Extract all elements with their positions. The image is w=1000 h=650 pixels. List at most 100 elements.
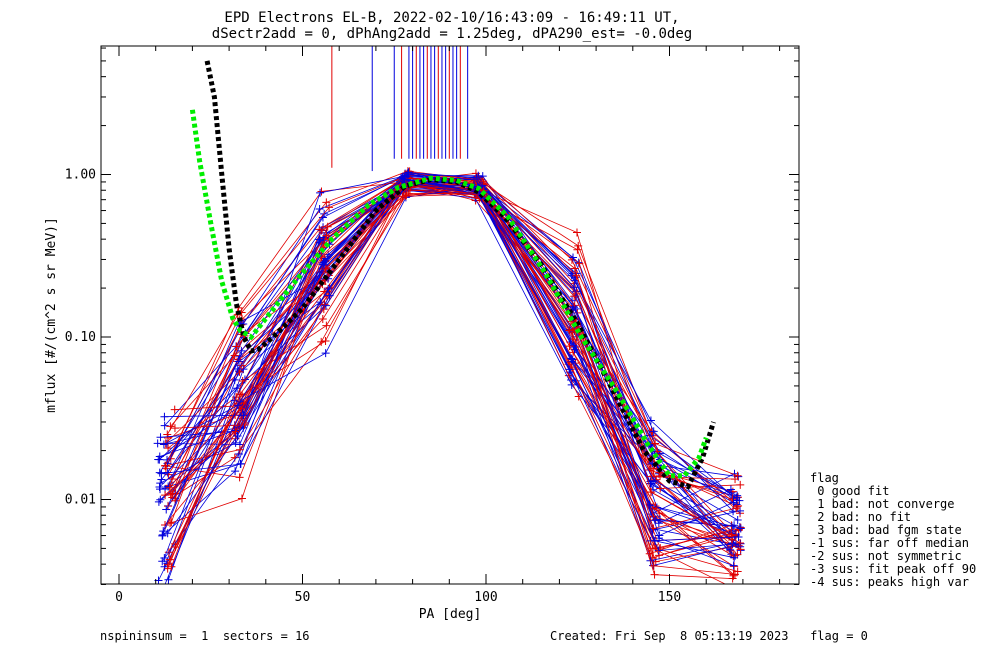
sector-marker	[651, 439, 660, 448]
sector-marker	[163, 560, 172, 569]
sector-trace	[160, 182, 735, 559]
sector-marker	[318, 226, 327, 235]
sector-trace	[161, 183, 741, 551]
legend-entry: 2 bad: no fit	[810, 510, 911, 524]
legend-entry: -1 sus: far off median	[810, 536, 969, 550]
legend-entry: -4 sus: peaks high var	[810, 575, 969, 589]
sector-marker	[649, 561, 658, 570]
sector-marker	[730, 521, 739, 530]
sector-marker	[572, 271, 581, 280]
sector-trace	[160, 178, 734, 512]
sector-marker	[315, 235, 324, 244]
sector-marker	[572, 228, 581, 237]
sector-marker	[728, 526, 737, 535]
y-tick-label: 0.10	[65, 330, 96, 345]
sector-trace	[170, 183, 738, 555]
sector-marker	[568, 355, 577, 364]
sector-marker	[317, 187, 326, 196]
sector-marker	[396, 173, 405, 182]
sector-marker	[731, 475, 740, 484]
sector-marker	[571, 304, 580, 313]
sector-marker	[167, 489, 176, 498]
sector-marker	[569, 341, 578, 350]
sector-trace	[165, 177, 734, 575]
sector-marker	[649, 427, 658, 436]
sector-marker	[231, 467, 240, 476]
sector-marker	[325, 291, 334, 300]
sector-marker	[230, 396, 239, 405]
sector-marker	[237, 346, 246, 355]
sector-marker	[402, 191, 411, 200]
sector-marker	[318, 315, 327, 324]
sector-marker	[156, 479, 165, 488]
axes: 0 50 100 150 0.01 0.10 1.00	[65, 46, 799, 605]
legend-entry: -2 sus: not symmetric	[810, 549, 962, 563]
sector-marker	[321, 349, 330, 358]
sector-marker	[730, 570, 739, 579]
sector-trace	[167, 192, 739, 569]
sector-marker	[235, 357, 244, 366]
sector-marker	[730, 553, 739, 562]
sector-trace	[164, 185, 736, 584]
sector-trace	[164, 175, 741, 529]
legend-entry: 3 bad: bad fgm state	[810, 523, 962, 537]
sector-marker	[163, 430, 172, 439]
sector-marker	[736, 480, 745, 489]
sector-trace	[161, 173, 739, 542]
sector-marker	[650, 476, 659, 485]
sector-marker	[734, 533, 743, 542]
sector-marker	[320, 260, 329, 269]
y-tick-label: 0.01	[65, 493, 96, 508]
sector-trace	[164, 193, 726, 584]
sector-marker	[159, 440, 168, 449]
sector-marker	[654, 519, 663, 528]
legend-entry: -3 sus: fit peak off 90	[810, 562, 976, 576]
sector-marker	[158, 530, 167, 539]
sector-marker	[646, 479, 655, 488]
sector-marker	[654, 546, 663, 555]
sector-marker	[235, 445, 244, 454]
sector-marker	[158, 589, 166, 597]
sector-marker	[574, 258, 583, 267]
sector-marker	[730, 562, 739, 571]
plot-frame	[100, 45, 800, 585]
sector-marker	[233, 401, 242, 410]
sector-trace	[167, 177, 734, 537]
sector-trace	[159, 182, 735, 538]
legend-entry: 1 bad: not converge	[810, 497, 955, 511]
legend-title: flag	[810, 471, 839, 485]
fit-curves	[189, 60, 716, 490]
sector-marker	[574, 241, 583, 250]
sector-marker	[320, 300, 329, 309]
sector-marker	[233, 364, 242, 373]
sector-marker	[735, 523, 744, 532]
sector-marker	[647, 472, 656, 481]
sector-marker	[568, 335, 577, 344]
y-axis-label: mflux [#/(cm^2 s sr MeV)]	[44, 217, 59, 413]
sector-marker	[479, 177, 488, 186]
x-tick-label: 150	[658, 590, 681, 605]
sector-marker	[167, 518, 176, 527]
legend-entry: 0 good fit	[810, 484, 889, 498]
sector-trace	[158, 189, 741, 581]
sector-marker	[570, 264, 579, 273]
sector-marker	[160, 412, 169, 421]
sector-marker	[237, 361, 246, 370]
x-tick-label: 0	[115, 590, 123, 605]
chart-title: EPD Electrons EL-B, 2022-02-10/16:43:09 …	[224, 10, 679, 26]
sector-trace	[171, 186, 733, 579]
sector-marker	[646, 416, 655, 425]
sector-marker	[726, 545, 735, 554]
sector-marker	[166, 519, 175, 528]
sector-marker	[733, 516, 742, 525]
sector-marker	[565, 342, 574, 351]
sector-marker	[321, 264, 330, 273]
sector-marker	[161, 491, 170, 500]
y-tick-label: 1.00	[65, 168, 96, 183]
sector-marker	[574, 392, 583, 401]
sector-marker	[573, 245, 582, 254]
sector-marker	[569, 253, 578, 262]
sector-marker	[159, 527, 168, 536]
sector-marker	[165, 555, 174, 564]
sector-marker	[164, 444, 173, 453]
